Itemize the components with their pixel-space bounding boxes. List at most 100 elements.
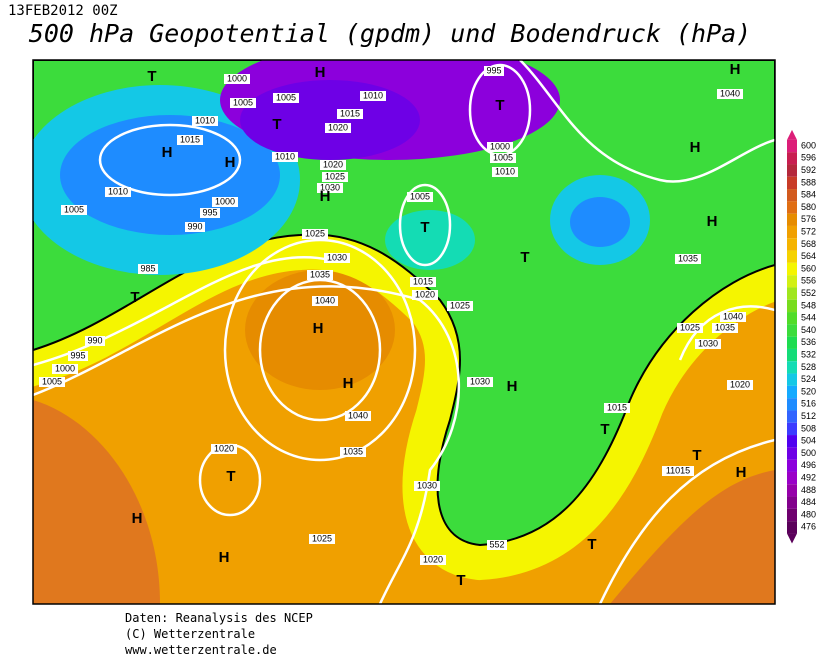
colorbar-label: 532 [801, 349, 816, 359]
colorbar-label: 564 [801, 251, 816, 261]
isobar-label-box [467, 377, 493, 387]
pressure-center: H [690, 139, 701, 156]
warm-core [245, 270, 395, 390]
colorbar-label: 504 [801, 436, 816, 446]
warm-field [33, 400, 160, 604]
isobar-label-box [105, 187, 131, 197]
isobar-label: 1010 [363, 90, 383, 100]
colorbar-label: 540 [801, 325, 816, 335]
isobar-label-box [345, 411, 371, 421]
colorbar-swatch [787, 496, 797, 509]
isobar-label-box [407, 192, 433, 202]
isobar-label-box [320, 160, 346, 170]
isobar-label: 1030 [470, 376, 490, 386]
colorbar-swatch [787, 238, 797, 251]
isobar-label-box [185, 222, 205, 232]
isobar-label-box [325, 123, 351, 133]
cold-field [385, 210, 475, 270]
isobar-label-box [420, 555, 446, 565]
colorbar-swatch [787, 213, 797, 226]
colorbar-swatch [787, 299, 797, 313]
isobar-label: 1005 [493, 152, 513, 162]
pressure-center: H [162, 144, 173, 161]
colorbar-label: 536 [801, 337, 816, 347]
isobar [519, 60, 775, 183]
colorbar-swatch [787, 471, 797, 485]
isobar-label: 1010 [275, 151, 295, 161]
isobar-label-box [324, 253, 350, 263]
pressure-center: H [313, 320, 324, 337]
isobar-label-box [302, 229, 328, 239]
colorbar-swatch [787, 275, 797, 288]
isobar-label-box [410, 277, 436, 287]
isobar-label: 1010 [495, 166, 515, 176]
pressure-center: T [420, 219, 429, 236]
isobar-label-box [224, 74, 250, 84]
colorbar-label: 488 [801, 485, 816, 495]
pressure-center: H [736, 464, 747, 481]
isobar-label: 990 [87, 335, 102, 345]
isobar-label: 1030 [327, 252, 347, 262]
isobar [598, 438, 775, 604]
isobar-label-box [212, 197, 238, 207]
colorbar-label: 600 [801, 140, 816, 150]
isobar-label: 1030 [320, 182, 340, 192]
pressure-center: T [587, 536, 596, 553]
pressure-center: H [132, 510, 143, 527]
isobar [33, 255, 331, 367]
title: 500 hPa Geopotential (gpdm) und Bodendru… [29, 19, 751, 48]
isobar-label: 11015 [666, 465, 690, 475]
isobar-label-box [712, 323, 738, 333]
colorbar-label: 516 [801, 399, 816, 409]
colorbar-arrow [787, 129, 797, 140]
isobar-label: 1020 [423, 554, 443, 564]
colorbar-label: 480 [801, 509, 816, 519]
colorbar-label: 520 [801, 386, 816, 396]
isobar-label: 1020 [730, 379, 750, 389]
colorbar-label: 528 [801, 362, 816, 372]
colorbar-label: 568 [801, 239, 816, 249]
isobar-label-box [360, 91, 386, 101]
isobar-label: 1020 [214, 443, 234, 453]
isobar-label-box [177, 135, 203, 145]
isobar-label: 1040 [348, 410, 368, 420]
colorbar-swatch [787, 324, 797, 337]
colorbar-label: 492 [801, 472, 816, 482]
isobar-label-box [487, 142, 513, 152]
pressure-center: T [456, 572, 465, 589]
colorbar-swatch [787, 484, 797, 497]
colorbar-label: 592 [801, 165, 816, 175]
pressure-center: T [130, 289, 139, 306]
warm-field [610, 470, 775, 604]
isobar-label-box [487, 540, 507, 550]
colorbar-label: 596 [801, 153, 816, 163]
isobar [33, 285, 461, 604]
pressure-center: H [707, 213, 718, 230]
pressure-center: H [320, 188, 331, 205]
isobar-label-box [490, 153, 516, 163]
map-field [33, 60, 775, 604]
colorbar-swatch [787, 189, 797, 202]
colorbar-label: 544 [801, 313, 816, 323]
isobar-label: 995 [486, 65, 501, 75]
isobar-label: 1025 [680, 322, 700, 332]
colorbar-label: 508 [801, 423, 816, 433]
isobar-label: 1000 [227, 73, 247, 83]
isobar-label: 1035 [715, 322, 735, 332]
isobar [98, 123, 242, 197]
pressure-center: H [225, 154, 236, 171]
isobar-label-box [211, 444, 237, 454]
pressure-center: T [495, 97, 504, 114]
isobar-label-box [604, 403, 630, 413]
cold-field [570, 197, 630, 247]
colorbar-swatch [787, 262, 797, 276]
isobar-label: 1000 [55, 363, 75, 373]
colorbar-label: 476 [801, 522, 816, 532]
isobar-label-box [720, 312, 746, 322]
colorbar-label: 560 [801, 263, 816, 273]
colorbar-swatch [787, 447, 797, 460]
isobar-label: 1015 [413, 276, 433, 286]
isobar-label: 1020 [323, 159, 343, 169]
pressure-center: T [692, 447, 701, 464]
colorbar-swatch [787, 410, 797, 423]
